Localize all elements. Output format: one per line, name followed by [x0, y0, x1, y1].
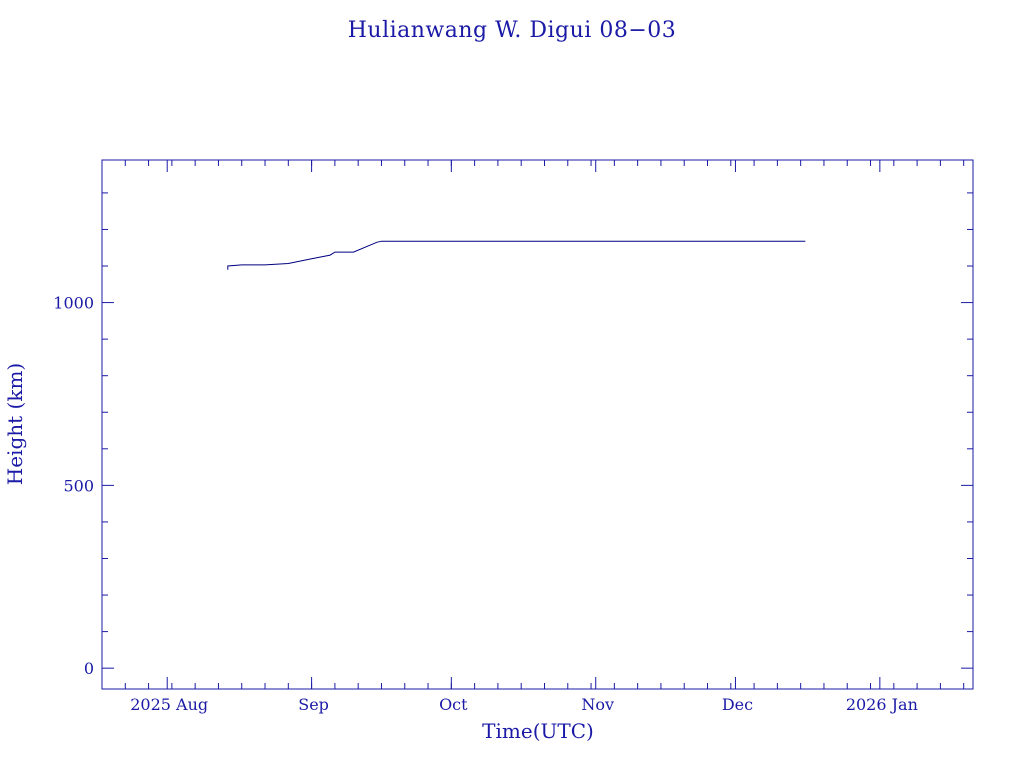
x-tick-label: Sep [298, 695, 329, 714]
y-axis-label: Height (km) [3, 363, 27, 485]
x-tick-label: 2025 Aug [130, 695, 208, 714]
axis-ticks: 0 500 1000 2025 Aug Sep Oct Nov Dec 2026 Jan [53, 160, 973, 714]
chart-title: Hulianwang W. Digui 08−03 [348, 18, 677, 43]
x-tick-label: Oct [439, 695, 468, 714]
y-tick-label: 500 [63, 476, 94, 495]
x-tick-label: 2026 Jan [846, 695, 918, 714]
series-line-0 [227, 240, 806, 270]
x-tick-label: Nov [581, 695, 614, 714]
plot-frame [101, 159, 974, 690]
x-tick-label: Dec [722, 695, 753, 714]
x-axis-label: Time(UTC) [482, 719, 594, 743]
series-layer [227, 240, 806, 270]
y-tick-label: 1000 [53, 294, 94, 313]
y-tick-label: 0 [84, 659, 94, 678]
